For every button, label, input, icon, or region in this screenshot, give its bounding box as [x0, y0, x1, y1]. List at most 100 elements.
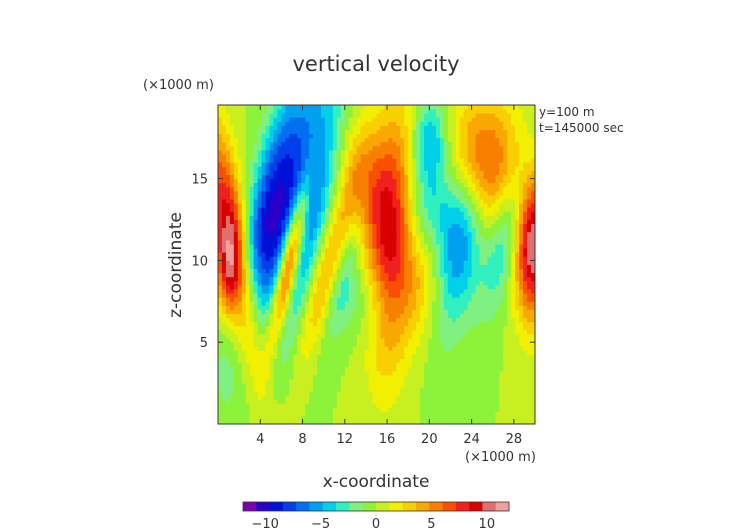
heatmap-cell: [324, 374, 330, 380]
heatmap-cell: [233, 321, 239, 327]
heatmap-cell: [218, 125, 223, 130]
heatmap-cell: [265, 178, 270, 184]
heatmap-cell: [281, 374, 286, 380]
heatmap-cell: [245, 178, 251, 184]
heatmap-cell: [328, 145, 334, 151]
heatmap-cell: [443, 141, 449, 147]
heatmap-cell: [309, 162, 314, 167]
heatmap-cell: [392, 329, 397, 335]
heatmap-cell: [364, 403, 369, 409]
heatmap-cell: [443, 244, 449, 249]
heatmap-cell: [317, 284, 322, 290]
heatmap-cell: [265, 379, 270, 384]
heatmap-cell: [451, 113, 457, 118]
heatmap-cell: [463, 145, 469, 151]
heatmap-cell: [352, 231, 358, 237]
heatmap-cell: [400, 190, 405, 196]
heatmap-cell: [336, 145, 342, 151]
heatmap-cell: [352, 133, 358, 139]
heatmap-cell: [435, 276, 441, 282]
heatmap-cell: [364, 321, 369, 327]
heatmap-cell: [424, 293, 429, 298]
heatmap-cell: [360, 186, 366, 192]
heatmap-cell: [317, 260, 322, 265]
heatmap-cell: [459, 162, 465, 167]
heatmap-cell: [388, 325, 393, 331]
heatmap-cell: [396, 121, 401, 126]
heatmap-cell: [317, 211, 322, 216]
heatmap-cell: [380, 248, 385, 253]
heatmap-cell: [221, 137, 227, 143]
heatmap-cell: [317, 207, 322, 212]
heatmap-cell: [459, 194, 465, 200]
heatmap-cell: [392, 219, 397, 224]
heatmap-cell: [396, 158, 401, 163]
heatmap-cell: [245, 145, 251, 151]
heatmap-cell: [435, 239, 441, 245]
heatmap-cell: [309, 125, 314, 130]
heatmap-cell: [221, 366, 227, 372]
heatmap-cell: [408, 399, 413, 404]
heatmap-cell: [265, 407, 270, 413]
heatmap-cell: [400, 284, 405, 290]
heatmap-cell: [451, 399, 457, 404]
heatmap-cell: [404, 280, 409, 286]
heatmap-cell: [289, 219, 294, 224]
heatmap-cell: [218, 313, 223, 319]
heatmap-cell: [463, 203, 469, 208]
heatmap-cell: [455, 178, 461, 184]
heatmap-cell: [400, 129, 405, 135]
heatmap-cell: [249, 105, 255, 110]
heatmap-cell: [344, 280, 350, 286]
heatmap-cell: [305, 145, 310, 151]
heatmap-cell: [332, 354, 338, 359]
heatmap-cell: [313, 309, 318, 314]
heatmap-cell: [455, 342, 461, 347]
heatmap-cell: [412, 199, 417, 204]
heatmap-cell: [463, 329, 469, 335]
heatmap-cell: [253, 374, 259, 380]
heatmap-cell: [376, 370, 381, 376]
heatmap-cell: [392, 342, 397, 347]
heatmap-cell: [416, 239, 421, 245]
heatmap-cell: [253, 313, 259, 319]
heatmap-cell: [384, 321, 389, 327]
heatmap-cell: [218, 354, 223, 359]
heatmap-cell: [348, 117, 354, 122]
heatmap-cell: [269, 354, 274, 359]
heatmap-cell: [396, 374, 401, 380]
heatmap-cell: [332, 215, 338, 220]
heatmap-cell: [380, 121, 385, 126]
heatmap-cell: [237, 317, 243, 323]
heatmap-cell: [218, 105, 223, 110]
heatmap-cell: [400, 166, 405, 171]
heatmap-cell: [249, 264, 255, 269]
heatmap-cell: [368, 174, 373, 180]
heatmap-cell: [245, 231, 251, 237]
heatmap-cell: [245, 158, 251, 163]
heatmap-cell: [221, 203, 227, 208]
heatmap-cell: [380, 366, 385, 372]
heatmap-cell: [459, 309, 465, 314]
heatmap-cell: [412, 293, 417, 298]
heatmap-cell: [293, 239, 298, 245]
heatmap-cell: [356, 109, 362, 114]
heatmap-cell: [431, 374, 437, 380]
heatmap-cell: [392, 419, 397, 424]
heatmap-cell: [269, 313, 274, 319]
heatmap-cell: [313, 239, 318, 245]
heatmap-cell: [404, 395, 409, 400]
heatmap-cell: [269, 256, 274, 261]
heatmap-cell: [360, 334, 366, 339]
heatmap-cell: [305, 354, 310, 359]
heatmap-cell: [384, 231, 389, 237]
heatmap-cell: [237, 264, 243, 269]
heatmap-cell: [269, 317, 274, 323]
heatmap-cell: [404, 321, 409, 327]
heatmap-cell: [305, 182, 310, 188]
heatmap-cell: [340, 133, 346, 139]
heatmap-cell: [289, 235, 294, 241]
heatmap-cell: [297, 145, 302, 151]
heatmap-cell: [384, 383, 389, 388]
heatmap-cell: [404, 305, 409, 310]
